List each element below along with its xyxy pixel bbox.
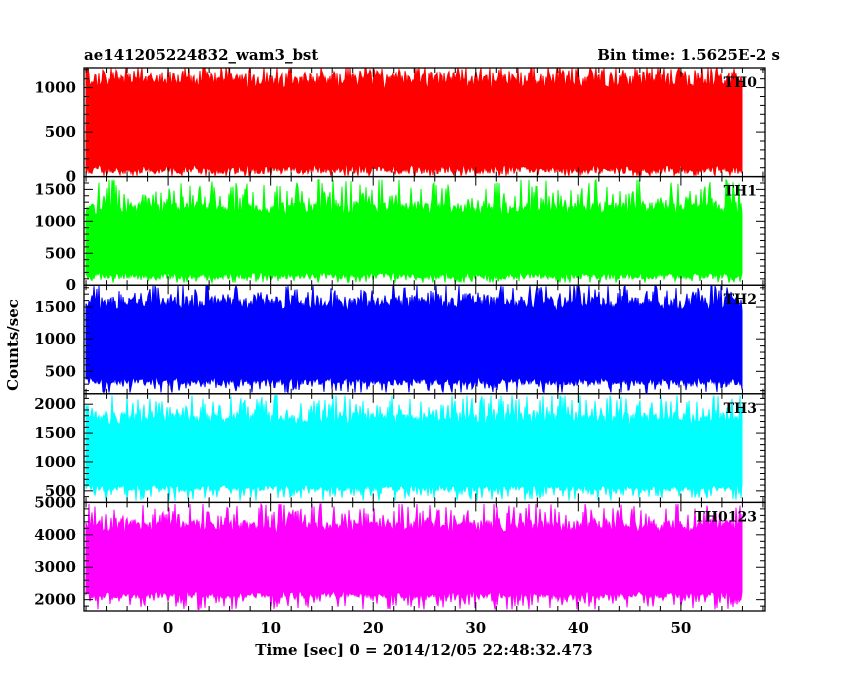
series-th2 bbox=[85, 285, 743, 394]
y-tick-label: 3000 bbox=[34, 558, 76, 576]
panel-th1: 0 500 1000 1500 TH1 bbox=[34, 175, 766, 294]
panel-label: TH0 bbox=[724, 75, 758, 91]
y-axis-label: Counts/sec bbox=[4, 299, 22, 391]
x-tick-label: 30 bbox=[465, 619, 486, 637]
series-th0123 bbox=[85, 502, 743, 610]
x-tick-label: 50 bbox=[670, 619, 691, 637]
panel-label: TH3 bbox=[724, 401, 757, 417]
panel-th2: 500 1000 1500 TH2 bbox=[34, 284, 766, 395]
y-tick-label: 1500 bbox=[34, 424, 76, 442]
x-tick-label: 10 bbox=[260, 619, 281, 637]
y-tick-label: 500 bbox=[45, 123, 76, 141]
panel-th0123: 2000 3000 4000 5000 TH0123 bbox=[34, 493, 766, 612]
panel-label: TH2 bbox=[724, 292, 757, 308]
y-tick-label: 1000 bbox=[34, 453, 76, 471]
panel-frame bbox=[83, 501, 766, 612]
y-tick-label: 500 bbox=[45, 362, 76, 380]
y-tick-label: 5000 bbox=[34, 493, 76, 511]
y-tick-label: 1500 bbox=[34, 180, 76, 198]
x-tick-label: 0 bbox=[163, 619, 173, 637]
y-tick-label: 1000 bbox=[34, 79, 76, 97]
panel-label: TH0123 bbox=[694, 509, 757, 525]
y-tick-label: 500 bbox=[45, 482, 76, 500]
y-tick-label: 1000 bbox=[34, 330, 76, 348]
x-axis: 0 10 20 30 40 50 bbox=[85, 68, 764, 637]
y-tick-label: 0 bbox=[66, 168, 76, 186]
y-tick-label: 1000 bbox=[34, 212, 76, 230]
panel-th0: 0 500 1000 TH0 bbox=[34, 67, 766, 186]
series-th3 bbox=[85, 394, 743, 501]
series-th1 bbox=[85, 178, 743, 285]
panel-th3: 500 1000 1500 2000 TH3 bbox=[34, 393, 766, 504]
y-tick-label: 2000 bbox=[34, 395, 76, 413]
x-tick-label: 40 bbox=[568, 619, 589, 637]
panels-group: 0 500 1000 TH0 0 500 1000 1500 TH1 500 1000 1500 TH2… bbox=[34, 67, 766, 612]
y-tick-label: 2000 bbox=[34, 591, 76, 609]
y-tick-label: 1500 bbox=[34, 298, 76, 316]
y-tick-label: 4000 bbox=[34, 526, 76, 544]
panel-label: TH1 bbox=[724, 184, 757, 200]
y-tick-label: 500 bbox=[45, 244, 76, 262]
x-axis-label: Time [sec] 0 = 2014/12/05 22:48:32.473 bbox=[255, 641, 592, 659]
bin-time-label: Bin time: 1.5625E-2 s bbox=[597, 46, 780, 64]
y-tick-label: 0 bbox=[66, 276, 76, 294]
chart-title: ae141205224832_wam3_bst bbox=[84, 46, 318, 64]
x-tick-label: 20 bbox=[363, 619, 384, 637]
series-th0 bbox=[85, 68, 743, 177]
